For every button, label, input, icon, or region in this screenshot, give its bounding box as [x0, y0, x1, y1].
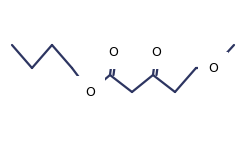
Text: O: O [151, 45, 161, 58]
Text: O: O [208, 61, 218, 74]
Text: O: O [108, 45, 118, 58]
Text: O: O [85, 85, 95, 98]
